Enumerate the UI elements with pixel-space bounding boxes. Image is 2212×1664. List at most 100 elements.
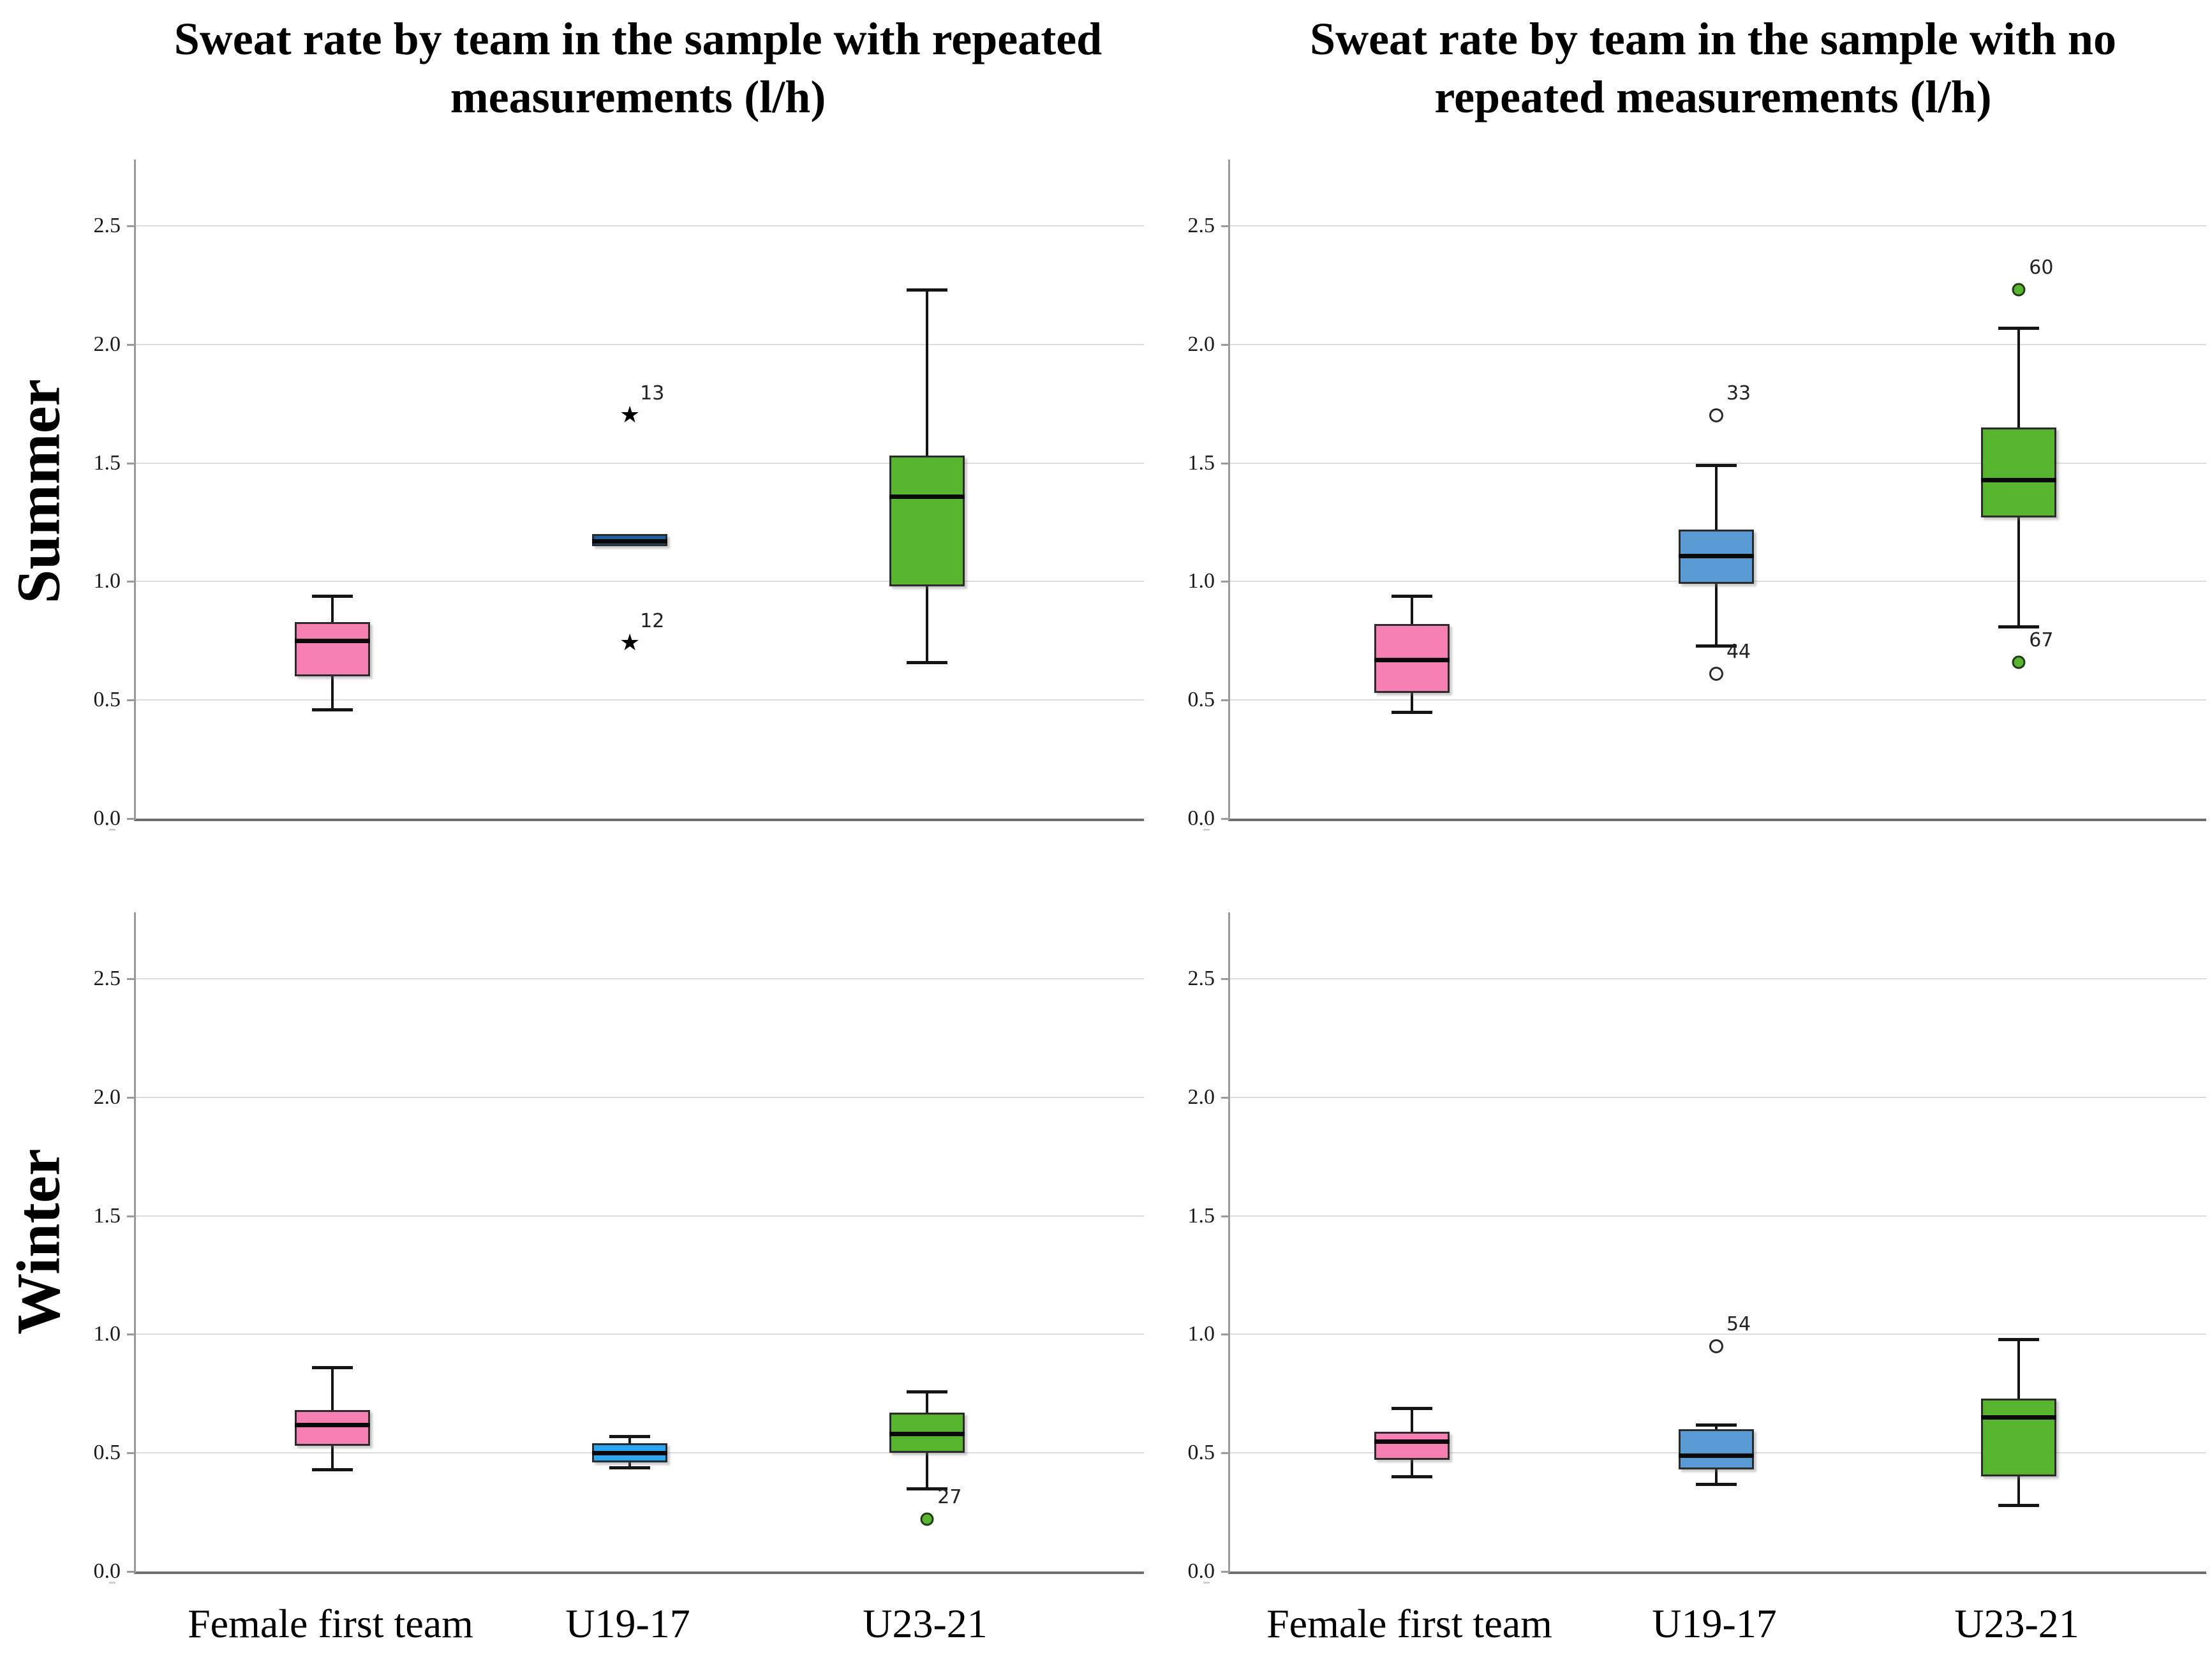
sub-axis-tick <box>1203 829 1210 831</box>
median-line <box>592 1451 668 1456</box>
median-line <box>1374 1439 1450 1444</box>
y-axis-tick <box>1221 343 1230 346</box>
whisker-cap-bottom <box>1998 625 2040 629</box>
outlier-case-number: 44 <box>1726 641 1751 664</box>
y-axis-tick <box>1221 225 1230 228</box>
y-axis-tick <box>1221 1215 1230 1217</box>
median-line <box>295 639 371 644</box>
sub-axis-tick <box>1203 1582 1210 1584</box>
outlier-case-number: 13 <box>640 382 665 405</box>
y-axis-tick <box>1221 1452 1230 1455</box>
y-tick-label: 0.5 <box>93 1441 121 1465</box>
x-label-left-u19-17: U19-17 <box>565 1601 690 1646</box>
y-tick-label: 0.0 <box>93 806 121 830</box>
outlier-filled-dot-marker <box>2012 655 2026 669</box>
outlier-star-marker: ★ <box>620 630 641 657</box>
outlier-open-circle-marker <box>1709 408 1723 423</box>
outlier-case-number: 27 <box>937 1486 962 1509</box>
outlier-case-number: 60 <box>2029 256 2054 279</box>
median-line <box>1678 553 1754 558</box>
whisker-cap-bottom <box>1998 1503 2040 1507</box>
panel-summer-no-repeated: 0.0 0.5 1.0 1.5 2.0 2.5 33 44 60 67 <box>1188 160 2206 831</box>
right-column-title: Sweat rate by team in the sample with no… <box>1310 13 2116 123</box>
panel-winter-repeated: 0.0 0.5 1.0 1.5 2.0 2.5 27 <box>94 912 1144 1584</box>
y-axis-tick <box>127 343 136 346</box>
outlier-open-circle-marker <box>1709 1339 1723 1353</box>
whisker-cap-bottom <box>312 708 353 712</box>
x-label-left-female-first-team: Female first team <box>188 1601 473 1646</box>
x-label-right-u23-21: U23-21 <box>1954 1601 2079 1646</box>
gridline <box>1230 462 2206 464</box>
whisker-cap-top <box>1391 1406 1432 1410</box>
gridline <box>136 225 1144 227</box>
y-axis-tick <box>1221 462 1230 464</box>
whisker-cap-bottom <box>1391 1475 1432 1479</box>
median-line <box>592 539 668 544</box>
whisker-cap-bottom <box>1695 644 1737 648</box>
left-column-title: Sweat rate by team in the sample with re… <box>174 13 1102 123</box>
y-tick-label: 1.0 <box>1187 1322 1215 1346</box>
whisker-cap-top <box>907 288 948 292</box>
whisker-cap-top <box>1695 1423 1737 1427</box>
sub-axis-tick <box>109 829 115 831</box>
median-line <box>1374 658 1450 663</box>
y-tick-label: 1.5 <box>93 450 121 475</box>
outlier-case-number: 67 <box>2029 628 2054 651</box>
median-line <box>1981 1415 2057 1420</box>
gridline <box>136 581 1144 583</box>
y-tick-label: 0.0 <box>1187 806 1215 830</box>
y-axis-tick <box>127 1333 136 1336</box>
gridline <box>136 699 1144 701</box>
y-axis-tick <box>127 818 136 820</box>
y-tick-label: 0.0 <box>1187 1559 1215 1583</box>
whisker-cap-bottom <box>312 1468 353 1472</box>
row-label-summer: Summer <box>4 379 73 604</box>
y-axis-tick <box>1221 1571 1230 1573</box>
boxplot-box <box>295 621 371 677</box>
y-axis-tick <box>1221 1333 1230 1336</box>
x-label-left-u23-21: U23-21 <box>863 1601 988 1646</box>
y-tick-label: 2.0 <box>1187 1085 1215 1109</box>
y-tick-label: 1.5 <box>1187 1203 1215 1228</box>
y-axis-tick <box>1221 818 1230 820</box>
whisker-cap-bottom <box>1695 1482 1737 1486</box>
median-line <box>889 494 965 499</box>
whisker-cap-top <box>1391 594 1432 598</box>
y-axis-tick <box>1221 699 1230 702</box>
y-axis-tick <box>127 1571 136 1573</box>
gridline <box>1230 978 2206 980</box>
median-line <box>295 1422 371 1427</box>
whisker-cap-top <box>907 1390 948 1393</box>
y-axis-tick <box>127 1096 136 1099</box>
whisker-cap-bottom <box>907 660 948 664</box>
y-tick-label: 1.0 <box>1187 569 1215 593</box>
y-tick-label: 2.5 <box>1187 214 1215 238</box>
y-axis-tick <box>127 1215 136 1217</box>
outlier-filled-dot-marker <box>920 1512 934 1526</box>
median-line <box>889 1432 965 1437</box>
y-axis-tick <box>127 462 136 464</box>
gridline <box>1230 699 2206 701</box>
panel-winter-no-repeated: 0.0 0.5 1.0 1.5 2.0 2.5 54 <box>1188 912 2206 1584</box>
gridline <box>1230 1096 2206 1098</box>
y-tick-label: 0.5 <box>93 688 121 712</box>
whisker-cap-bottom <box>907 1487 948 1490</box>
y-axis-tick <box>1221 978 1230 981</box>
whisker-cap-top <box>1998 326 2040 330</box>
gridline <box>1230 343 2206 345</box>
median-line <box>1981 477 2057 482</box>
y-tick-label: 1.0 <box>93 1322 121 1346</box>
y-axis-tick <box>127 699 136 702</box>
y-tick-label: 2.5 <box>93 214 121 238</box>
boxplot-box <box>889 456 965 586</box>
boxplot-box <box>1981 427 2057 518</box>
x-label-right-u19-17: U19-17 <box>1652 1601 1777 1646</box>
y-tick-label: 2.0 <box>1187 332 1215 356</box>
gridline <box>1230 1333 2206 1335</box>
y-tick-label: 1.5 <box>1187 450 1215 475</box>
row-label-winter: Winter <box>4 1148 73 1335</box>
outlier-case-number: 54 <box>1726 1312 1751 1335</box>
y-axis-tick <box>127 978 136 981</box>
gridline <box>136 1096 1144 1098</box>
whisker-cap-bottom <box>609 1466 651 1469</box>
